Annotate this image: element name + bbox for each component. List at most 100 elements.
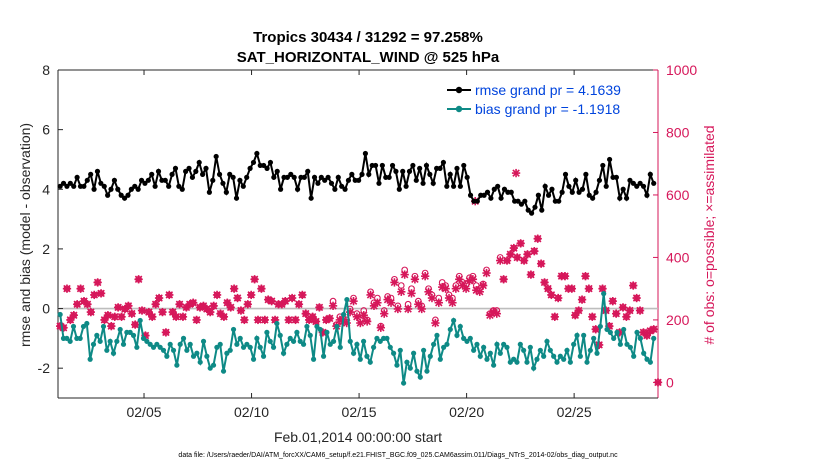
- bias-point: [614, 329, 620, 335]
- assimilated-obs-point: [260, 315, 269, 325]
- bias-point: [484, 356, 490, 362]
- assimilated-obs-point: [448, 298, 457, 307]
- bias-point: [360, 338, 367, 344]
- bias-point: [517, 341, 523, 347]
- assimilated-obs-point: [359, 311, 368, 320]
- bias-point: [377, 338, 383, 344]
- rmse-point: [545, 192, 552, 198]
- assimilated-obs-point: [434, 298, 443, 307]
- y-axis-label: rmse and bias (model - observation): [17, 123, 33, 347]
- rmse-point: [315, 180, 321, 186]
- bias-point: [237, 335, 243, 341]
- bias-point: [627, 344, 633, 350]
- bias-point: [140, 335, 147, 341]
- assimilated-obs-point: [376, 323, 385, 332]
- rmse-point: [600, 162, 606, 169]
- bias-point: [350, 350, 357, 356]
- rmse-point: [522, 198, 528, 204]
- bias-point: [314, 323, 320, 330]
- rmse-point: [569, 189, 575, 195]
- rmse-point: [105, 192, 111, 198]
- bias-point: [554, 359, 560, 365]
- bias-point: [424, 368, 430, 374]
- assimilated-obs-point: [178, 312, 188, 321]
- assimilated-obs-point: [380, 309, 389, 318]
- bias-point: [154, 341, 160, 347]
- assimilated-obs-point: [478, 281, 488, 290]
- rmse-point: [172, 165, 179, 171]
- bias-point: [144, 338, 150, 344]
- rmse-point: [328, 180, 335, 186]
- bias-point: [167, 341, 173, 347]
- bias-point: [280, 350, 287, 356]
- y-tick-label: -2: [38, 360, 51, 376]
- rmse-point: [481, 192, 487, 198]
- rmse-point: [515, 198, 521, 204]
- assimilated-obs-point: [540, 278, 549, 287]
- rmse-point: [138, 177, 145, 183]
- bias-point: [527, 344, 533, 350]
- rmse-point: [464, 174, 470, 180]
- assimilated-obs-point: [403, 304, 413, 314]
- bias-point: [394, 362, 400, 368]
- y-tick-label: 2: [42, 241, 50, 257]
- bias-point: [107, 338, 113, 344]
- rmse-point: [128, 186, 134, 192]
- rmse-point: [179, 186, 185, 192]
- bias-point: [267, 338, 273, 344]
- assimilated-obs-point: [526, 270, 536, 279]
- assimilated-obs-point: [315, 303, 324, 312]
- assimilated-obs-point: [407, 289, 416, 298]
- assimilated-obs-point: [417, 304, 426, 314]
- rmse-point: [284, 174, 290, 180]
- assimilated-obs-point: [124, 301, 133, 311]
- bias-point: [337, 344, 343, 350]
- assimilated-obs-point: [373, 298, 382, 307]
- assimilated-obs-point: [516, 239, 525, 248]
- bias-point: [557, 353, 563, 359]
- rmse-point: [362, 150, 369, 157]
- bias-point: [537, 347, 543, 353]
- rmse-point: [389, 162, 396, 169]
- bias-point: [481, 344, 487, 350]
- rmse-point: [640, 183, 647, 189]
- bias-point: [544, 338, 550, 344]
- assimilated-obs-point: [148, 312, 157, 321]
- assimilated-obs-point: [618, 303, 628, 312]
- rmse-point: [91, 186, 97, 192]
- obs-count-markers: [55, 168, 663, 387]
- bias-point: [511, 356, 517, 362]
- rmse-point: [264, 165, 270, 171]
- assimilated-obs-point: [608, 297, 617, 306]
- bias-point: [194, 350, 200, 356]
- y-tick-label: 8: [42, 62, 50, 78]
- rmse-point: [278, 186, 284, 192]
- bias-point: [457, 323, 463, 330]
- x-axis-label: Feb.01,2014 00:00:00 start: [274, 429, 442, 445]
- bias-point: [447, 326, 453, 333]
- bias-point: [257, 344, 263, 350]
- assimilated-obs-point: [257, 284, 266, 293]
- assimilated-obs-point: [533, 234, 542, 243]
- bias-point: [374, 335, 380, 341]
- assimilated-obs-point: [642, 331, 652, 340]
- rmse-point: [491, 186, 497, 192]
- assimilated-obs-point: [131, 320, 140, 329]
- bias-point: [637, 335, 643, 341]
- bias-point: [571, 341, 577, 347]
- assimilated-obs-point: [475, 287, 484, 296]
- assimilated-obs-point: [212, 290, 222, 300]
- rmse-point: [74, 174, 80, 180]
- bias-point: [597, 323, 603, 330]
- bias-point: [451, 317, 457, 324]
- assimilated-obs-point: [291, 315, 300, 325]
- data-file-footer: data file: /Users/raeder/DAI/ATM_forcXX/…: [178, 452, 618, 459]
- rmse-point: [288, 171, 294, 177]
- assimilated-obs-point: [536, 259, 546, 268]
- y-axis-label-right: # of obs: o=possible; ×=assimilated: [701, 125, 717, 344]
- bias-point: [227, 347, 233, 353]
- bias-point: [197, 359, 203, 365]
- bias-point: [320, 353, 327, 359]
- assimilated-obs-point: [189, 298, 198, 307]
- rmse-point: [88, 171, 94, 177]
